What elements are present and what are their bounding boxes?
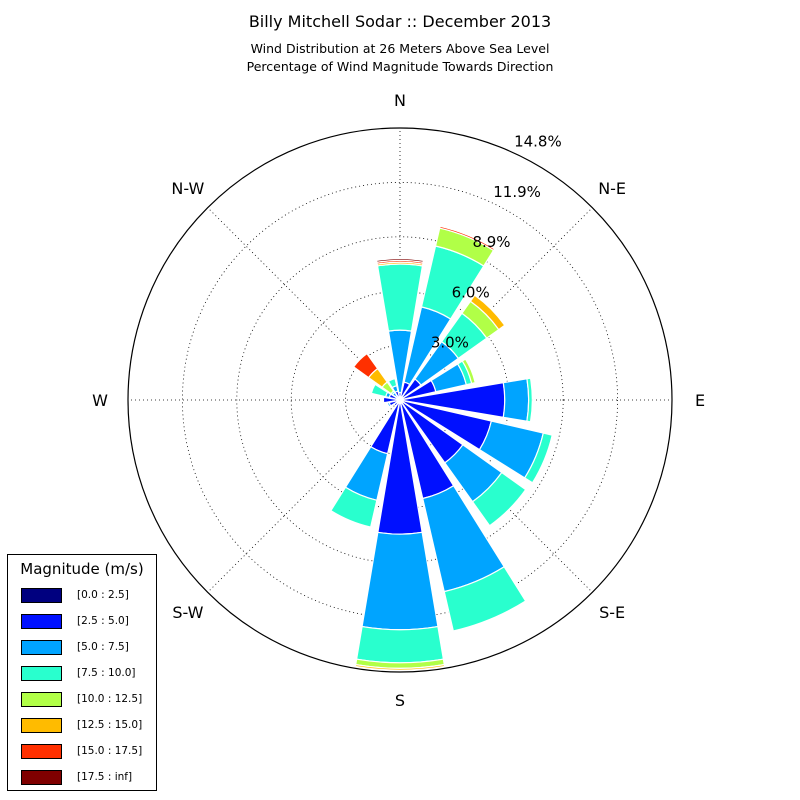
- wind-bar-segment: [469, 294, 506, 331]
- wind-bar-segment: [355, 625, 445, 664]
- wind-bar-segment: [354, 663, 446, 671]
- legend-swatch: [21, 666, 62, 681]
- wind-bar-segment: [370, 383, 389, 398]
- direction-label: S: [395, 691, 405, 710]
- legend-swatch: [21, 614, 62, 629]
- wind-bar-segment: [471, 471, 527, 527]
- legend-label: [15.0 : 17.5]: [77, 745, 143, 757]
- wind-bar-segment: [387, 377, 398, 389]
- radial-tick-label: 14.8%: [514, 133, 562, 151]
- wind-bar-segment: [361, 531, 439, 631]
- legend: Magnitude (m/s) [0.0 : 2.5] [2.5 : 5.0] …: [7, 554, 157, 791]
- plot-frame: [127, 127, 673, 673]
- legend-title: Magnitude (m/s): [20, 560, 144, 578]
- radial-tick-label: 8.9%: [472, 233, 510, 251]
- legend-label: [12.5 : 15.0]: [77, 719, 143, 731]
- grid-spoke: [207, 207, 401, 401]
- direction-label: N: [394, 91, 406, 110]
- wind-bar-segment: [352, 352, 379, 379]
- grid-spoke: [399, 207, 593, 401]
- direction-label: N-W: [171, 179, 204, 198]
- wind-bar-segment: [523, 432, 553, 484]
- legend-label: [0.0 : 2.5]: [77, 589, 129, 601]
- wind-bar-segment: [375, 257, 425, 263]
- wind-bar-segment: [376, 263, 424, 332]
- legend-label: [5.0 : 7.5]: [77, 641, 129, 653]
- direction-label: E: [695, 391, 705, 410]
- direction-label: S-W: [172, 603, 203, 622]
- legend-swatch: [21, 744, 62, 759]
- wind-bar-segment: [330, 486, 378, 528]
- legend-swatch: [21, 640, 62, 655]
- radial-tick-label: 3.0%: [431, 334, 469, 352]
- wind-bar-segment: [443, 565, 527, 632]
- radial-tick-label: 11.9%: [493, 183, 541, 201]
- direction-label: S-E: [599, 603, 625, 622]
- legend-label: [7.5 : 10.0]: [77, 667, 136, 679]
- legend-swatch: [21, 588, 62, 603]
- grid-spoke: [207, 399, 401, 593]
- direction-label: W: [92, 391, 108, 410]
- legend-swatch: [21, 770, 62, 785]
- legend-label: [17.5 : inf]: [77, 771, 133, 783]
- wind-bar-segment: [386, 401, 392, 408]
- wind-bar-segment: [526, 377, 533, 423]
- chart-title: Billy Mitchell Sodar :: December 2013: [248, 12, 552, 31]
- legend-label: [2.5 : 5.0]: [77, 615, 129, 627]
- chart-subtitle-1: Wind Distribution at 26 Meters Above Sea…: [250, 41, 550, 56]
- direction-label: N-E: [598, 179, 626, 198]
- legend-swatch: [21, 692, 62, 707]
- grid-circle: [181, 181, 619, 619]
- wind-bar-segment: [502, 378, 530, 422]
- legend-label: [10.0 : 12.5]: [77, 693, 143, 705]
- chart-subtitle-2: Percentage of Wind Magnitude Towards Dir…: [246, 59, 554, 74]
- radial-tick-label: 6.0%: [452, 283, 490, 301]
- wind-bar-segment: [461, 358, 476, 385]
- wind-bar-segment: [438, 225, 496, 252]
- legend-swatch: [21, 718, 62, 733]
